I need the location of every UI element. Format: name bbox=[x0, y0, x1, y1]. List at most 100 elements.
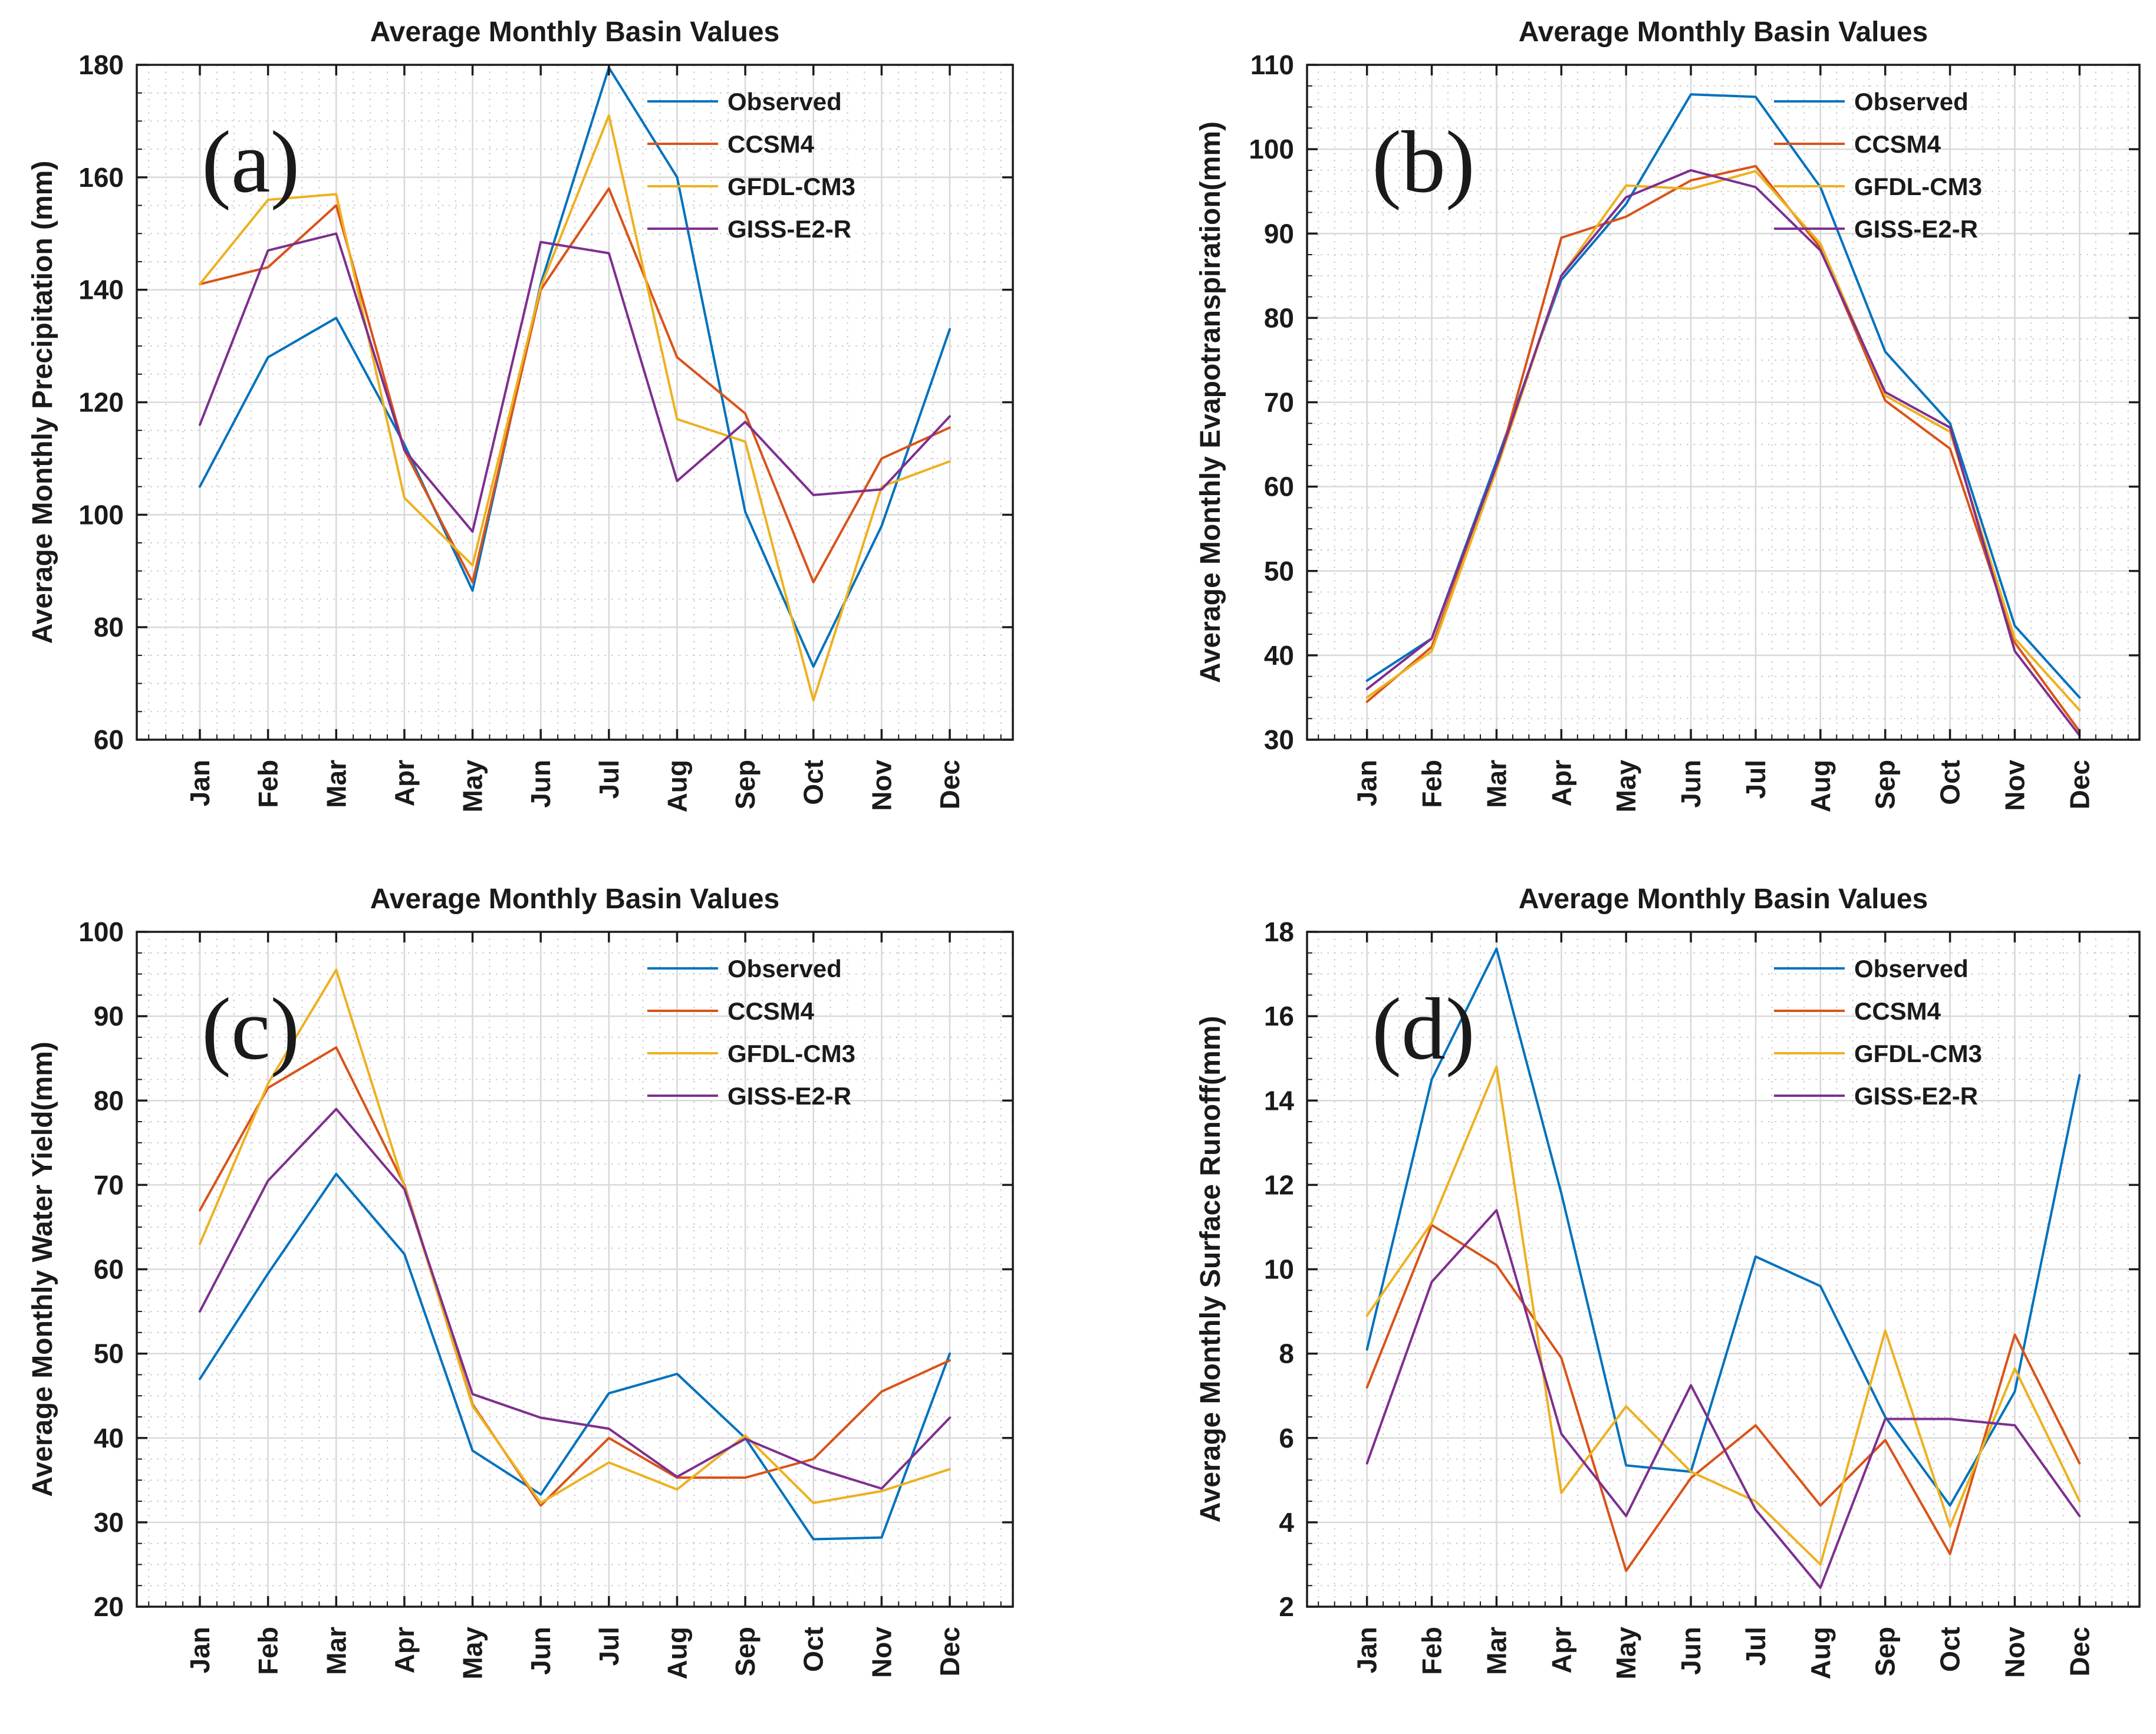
svg-text:Dec: Dec bbox=[934, 760, 965, 809]
svg-text:6: 6 bbox=[1279, 1423, 1294, 1453]
svg-text:Dec: Dec bbox=[2064, 1627, 2095, 1676]
svg-text:110: 110 bbox=[1250, 50, 1294, 80]
x-tick-labels: Jan Feb Mar Apr May Jun Jul Aug Sep Oct Nov Dec bbox=[185, 1627, 965, 1680]
svg-text:Apr: Apr bbox=[1546, 1627, 1576, 1673]
panel-letter: (b) bbox=[1372, 113, 1475, 211]
svg-text:Dec: Dec bbox=[934, 1627, 965, 1676]
series-line-ccsm4 bbox=[199, 1046, 951, 1507]
x-tick-labels: Jan Feb Mar Apr May Jun Jul Aug Sep Oct Nov Dec bbox=[1352, 760, 2095, 813]
chart-title: Average Monthly Basin Values bbox=[1519, 17, 1928, 48]
legend-label: GFDL-CM3 bbox=[728, 173, 855, 200]
svg-text:160: 160 bbox=[78, 162, 124, 193]
series-line-ccsm4 bbox=[1365, 1224, 2081, 1573]
legend-label: Observed bbox=[1854, 88, 1969, 116]
legend-label: GISS-E2-R bbox=[1854, 215, 1978, 243]
svg-text:Aug: Aug bbox=[1805, 760, 1836, 812]
svg-text:Jul: Jul bbox=[594, 1627, 624, 1666]
svg-text:Aug: Aug bbox=[661, 760, 692, 812]
svg-text:30: 30 bbox=[94, 1507, 124, 1538]
series-line-observed bbox=[199, 1172, 951, 1541]
series-line-observed bbox=[199, 66, 951, 668]
svg-text:80: 80 bbox=[94, 612, 124, 642]
legend-label: GISS-E2-R bbox=[728, 215, 851, 243]
svg-text:Oct: Oct bbox=[798, 760, 829, 805]
svg-text:Sep: Sep bbox=[730, 760, 761, 809]
chart-title: Average Monthly Basin Values bbox=[370, 884, 779, 915]
svg-text:Feb: Feb bbox=[253, 760, 284, 808]
svg-text:60: 60 bbox=[94, 1254, 124, 1285]
legend-label: GFDL-CM3 bbox=[1854, 173, 1982, 200]
svg-text:Apr: Apr bbox=[389, 760, 420, 806]
series-line-giss-e2-r bbox=[199, 232, 951, 533]
svg-text:Mar: Mar bbox=[1481, 1627, 1512, 1675]
svg-text:Aug: Aug bbox=[661, 1627, 692, 1679]
svg-text:40: 40 bbox=[1264, 640, 1294, 671]
legend-label: Observed bbox=[728, 88, 842, 116]
major-grid bbox=[137, 932, 1013, 1607]
svg-text:Oct: Oct bbox=[1935, 760, 1966, 805]
legend-label: GISS-E2-R bbox=[1854, 1082, 1978, 1110]
series-line-ccsm4 bbox=[199, 187, 951, 584]
svg-text:60: 60 bbox=[94, 724, 124, 755]
panel-letter: (a) bbox=[202, 113, 299, 211]
chart-panel-b: 30 40 50 60 70 80 90 100 110 Jan Feb Mar Apr May Jun Ju… bbox=[1078, 0, 2156, 867]
legend-label: CCSM4 bbox=[728, 130, 815, 158]
y-axis-label: Average Monthly Evapotranspiration(mm) bbox=[1195, 121, 1226, 683]
svg-text:100: 100 bbox=[78, 917, 124, 947]
svg-text:Oct: Oct bbox=[798, 1627, 829, 1672]
svg-text:12: 12 bbox=[1264, 1169, 1294, 1200]
svg-text:70: 70 bbox=[1264, 387, 1294, 418]
legend: Observed CCSM4 GFDL-CM3 GISS-E2-R bbox=[647, 955, 855, 1110]
y-tick-labels: 2 4 6 8 10 12 14 16 18 bbox=[1264, 917, 1295, 1622]
svg-text:4: 4 bbox=[1279, 1507, 1294, 1538]
svg-text:Jan: Jan bbox=[185, 760, 215, 806]
svg-text:Jul: Jul bbox=[594, 760, 624, 799]
y-axis-label: Average Monthly Precipitation (mm) bbox=[27, 161, 58, 644]
legend-label: CCSM4 bbox=[1854, 997, 1941, 1025]
svg-text:Dec: Dec bbox=[2064, 760, 2095, 809]
svg-text:Mar: Mar bbox=[1481, 760, 1512, 808]
legend: Observed CCSM4 GFDL-CM3 GISS-E2-R bbox=[647, 88, 855, 243]
svg-text:40: 40 bbox=[94, 1423, 124, 1453]
x-tick-labels: Jan Feb Mar Apr May Jun Jul Aug Sep Oct Nov Dec bbox=[185, 760, 965, 813]
svg-text:100: 100 bbox=[78, 499, 124, 530]
svg-text:20: 20 bbox=[94, 1591, 124, 1622]
svg-text:Jan: Jan bbox=[1352, 1627, 1383, 1673]
x-tick-labels: Jan Feb Mar Apr May Jun Jul Aug Sep Oct Nov Dec bbox=[1352, 1627, 2095, 1680]
svg-text:140: 140 bbox=[78, 275, 124, 305]
svg-text:8: 8 bbox=[1279, 1339, 1294, 1369]
svg-text:Feb: Feb bbox=[1417, 1627, 1447, 1675]
chart-panel-c: 20 30 40 50 60 70 80 90 100 Jan Feb Mar Apr May Jun Jul… bbox=[0, 867, 1078, 1734]
svg-text:Jul: Jul bbox=[1740, 760, 1771, 799]
svg-text:Jan: Jan bbox=[1352, 760, 1383, 806]
minor-ticks bbox=[137, 952, 1002, 1607]
y-tick-labels: 20 30 40 50 60 70 80 90 100 bbox=[78, 917, 124, 1622]
series-line-ccsm4 bbox=[1365, 164, 2081, 733]
svg-text:Sep: Sep bbox=[1870, 1627, 1901, 1676]
legend-label: GISS-E2-R bbox=[728, 1082, 851, 1110]
svg-text:90: 90 bbox=[1264, 218, 1294, 249]
legend-label: Observed bbox=[728, 955, 842, 983]
svg-text:60: 60 bbox=[1264, 472, 1294, 502]
svg-text:Jun: Jun bbox=[525, 760, 556, 808]
minor-ticks bbox=[137, 92, 1002, 740]
svg-text:May: May bbox=[457, 1627, 488, 1680]
svg-text:Aug: Aug bbox=[1805, 1627, 1836, 1679]
chart-panel-d: 2 4 6 8 10 12 14 16 18 Jan Feb Mar Apr May Jun Jul Aug Se… bbox=[1078, 867, 2156, 1734]
panel-letter: (d) bbox=[1372, 980, 1475, 1078]
svg-text:Sep: Sep bbox=[1870, 760, 1901, 809]
svg-text:Mar: Mar bbox=[321, 1627, 351, 1675]
y-tick-labels: 30 40 50 60 70 80 90 100 110 bbox=[1249, 50, 1294, 755]
svg-text:Mar: Mar bbox=[321, 760, 351, 808]
panel-letter: (c) bbox=[202, 980, 299, 1078]
legend-label: CCSM4 bbox=[728, 997, 815, 1025]
svg-text:14: 14 bbox=[1264, 1085, 1295, 1116]
svg-text:90: 90 bbox=[94, 1001, 124, 1031]
svg-text:30: 30 bbox=[1264, 724, 1294, 755]
svg-text:100: 100 bbox=[1249, 134, 1294, 164]
legend-label: Observed bbox=[1854, 955, 1969, 983]
series-line-gfdl-cm3 bbox=[199, 968, 951, 1504]
chart-title: Average Monthly Basin Values bbox=[1519, 884, 1928, 915]
legend-label: GFDL-CM3 bbox=[728, 1040, 855, 1067]
